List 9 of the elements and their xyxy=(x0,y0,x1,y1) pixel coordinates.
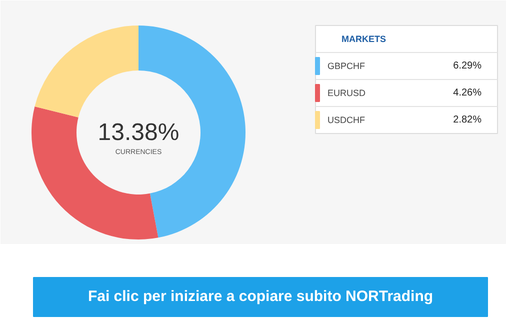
legend-title: MARKETS xyxy=(342,34,386,44)
data-label: 2.82% xyxy=(453,114,482,126)
text: 13.38% xyxy=(98,119,180,146)
text: Fai clic per iniziare a copiare subito NORTrading xyxy=(88,288,434,305)
data-label: 6.29% xyxy=(453,60,482,72)
legend-label: EURUSD xyxy=(328,88,366,98)
legend-label: GBPCHF xyxy=(328,61,366,71)
legend-label: USDCHF xyxy=(328,115,366,125)
data-label: 4.26% xyxy=(453,88,482,98)
